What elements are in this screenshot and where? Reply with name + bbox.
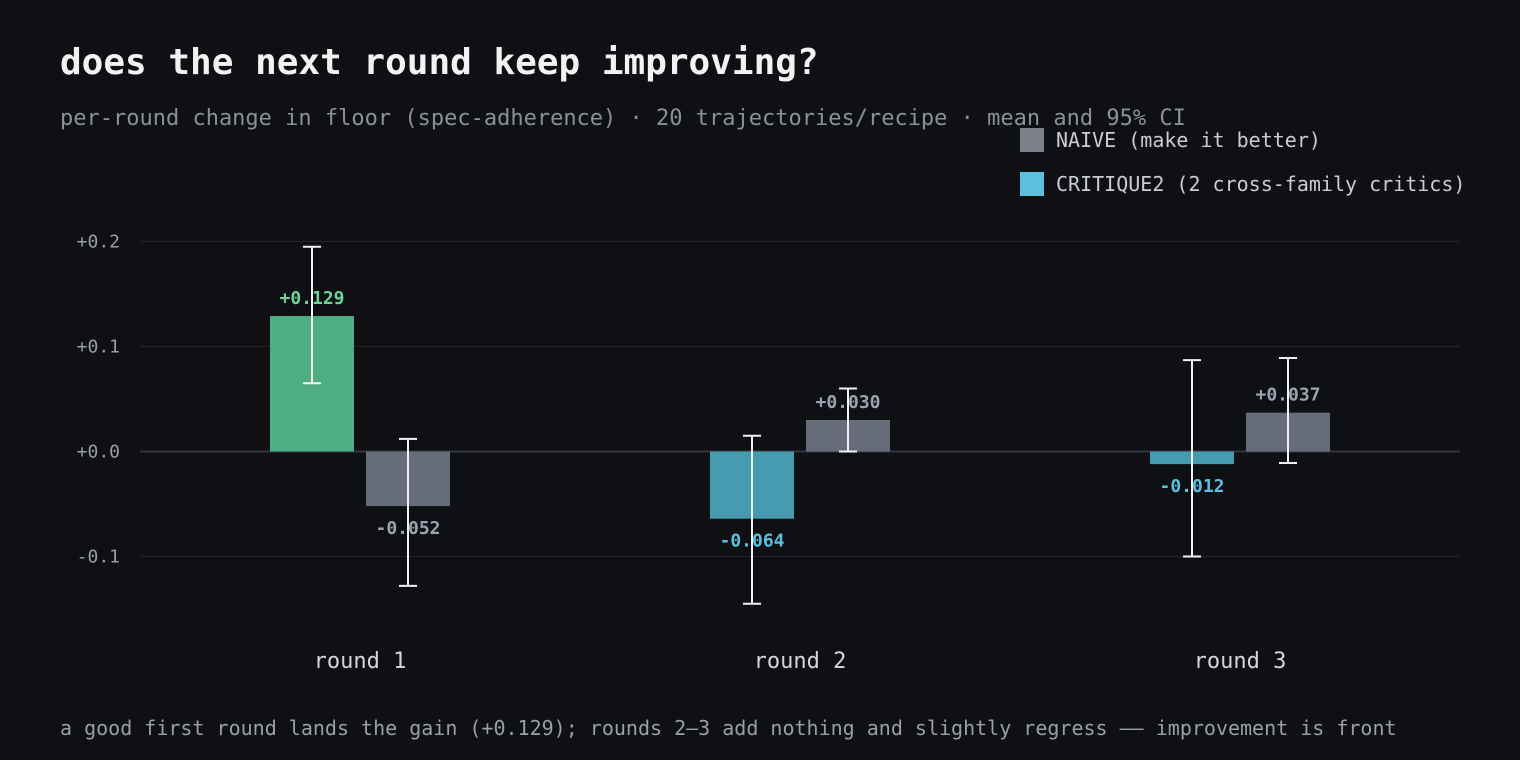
y-tick-label: +0.0 (77, 442, 120, 463)
legend-swatch-critique (1020, 172, 1044, 196)
data-label-naive: -0.052 (375, 518, 440, 539)
legend-swatch-naive (1020, 128, 1044, 152)
legend-item-naive: NAIVE (make it better) (1020, 128, 1465, 152)
x-category-label: round 1 (314, 649, 407, 674)
x-category-label: round 3 (1194, 649, 1287, 674)
chart-footnote: a good first round lands the gain (+0.12… (60, 716, 1397, 740)
legend: NAIVE (make it better) CRITIQUE2 (2 cros… (1020, 128, 1465, 216)
chart-subtitle: per-round change in floor (spec-adherenc… (60, 106, 1186, 131)
y-tick-label: +0.2 (77, 232, 120, 253)
data-label-naive: +0.037 (1255, 385, 1320, 406)
y-tick-label: -0.1 (77, 547, 120, 568)
legend-label-naive: NAIVE (make it better) (1056, 128, 1321, 152)
y-tick-label: +0.1 (77, 337, 120, 358)
chart-title: does the next round keep improving? (60, 42, 819, 83)
data-label-naive: +0.030 (815, 392, 880, 413)
bar-chart: +0.2 +0.1 +0.0 -0.1 round 1 round 2 round 3 +0.… (77, 232, 1460, 674)
data-label-critique: -0.012 (1159, 476, 1224, 497)
data-label-critique: +0.129 (279, 288, 344, 309)
data-label-critique: -0.064 (719, 531, 784, 552)
legend-item-critique: CRITIQUE2 (2 cross-family critics) (1020, 172, 1465, 196)
x-category-label: round 2 (754, 649, 847, 674)
legend-label-critique: CRITIQUE2 (2 cross-family critics) (1056, 172, 1466, 196)
